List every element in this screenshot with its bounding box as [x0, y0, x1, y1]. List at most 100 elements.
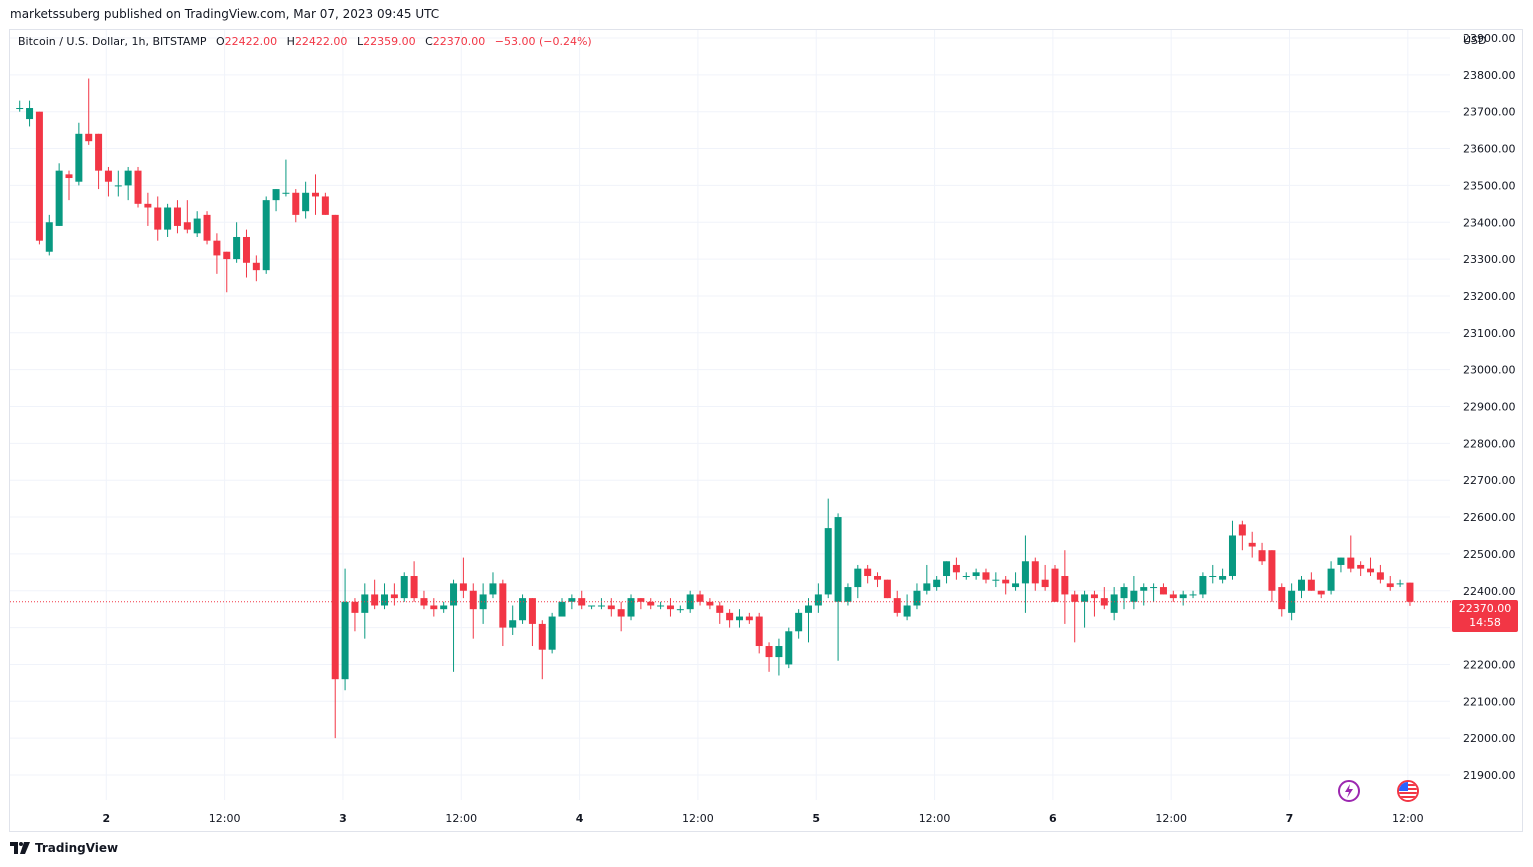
chart-frame[interactable]	[9, 29, 1523, 832]
candle-body	[578, 598, 586, 606]
candle-body	[1228, 535, 1236, 577]
candle-body	[292, 192, 300, 215]
candle-body	[75, 133, 83, 182]
candle-body	[647, 601, 655, 606]
candle-body	[992, 579, 1000, 581]
candle-body	[400, 576, 408, 599]
candle-body	[450, 583, 458, 606]
price-tick-label: 23400.00	[1463, 216, 1516, 229]
candle-body	[509, 620, 517, 628]
candle-body	[16, 108, 24, 110]
price-tick-label: 23100.00	[1463, 327, 1516, 340]
time-tick-label: 12:00	[1392, 812, 1424, 825]
us-flag-icon[interactable]	[1397, 780, 1419, 802]
candle-body	[1061, 576, 1069, 595]
candle-body	[410, 576, 418, 599]
candle-body	[1357, 564, 1365, 569]
price-tick-label: 23500.00	[1463, 179, 1516, 192]
candle-body	[1307, 579, 1315, 591]
candle-body	[568, 598, 576, 602]
candle-body	[469, 590, 477, 610]
candle-body	[1278, 587, 1286, 610]
candle-body	[775, 646, 783, 658]
time-tick-label: 12:00	[682, 812, 714, 825]
price-tick-label: 23300.00	[1463, 253, 1516, 266]
candle-body	[893, 598, 901, 613]
candle-body	[627, 598, 635, 617]
candle-body	[765, 646, 773, 658]
candle-body	[390, 594, 398, 599]
time-axis: 2 12:00 3 12:00 4 12:00 5 12:00 6 12:00 7 12:00	[102, 812, 1423, 825]
candle-body	[440, 605, 448, 610]
candle-body	[1367, 568, 1375, 573]
lightning-icon[interactable]	[1338, 780, 1360, 802]
high-value: 22422.00	[294, 35, 348, 48]
candle-body	[1317, 590, 1325, 595]
symbol-label: Bitcoin / U.S. Dollar, 1h, BITSTAMP	[18, 35, 207, 48]
bar-countdown: 14:58	[1469, 616, 1501, 629]
candle-body	[351, 601, 359, 613]
candle-body	[321, 196, 329, 215]
time-tick-label: 12:00	[209, 812, 241, 825]
candle-body	[1396, 583, 1404, 585]
candle-body	[1100, 598, 1108, 606]
candle-body	[666, 605, 674, 610]
candle-body	[381, 594, 389, 606]
candle-body	[1238, 524, 1246, 536]
candle-body	[923, 583, 931, 591]
candle-body	[1298, 579, 1305, 591]
grid-lines	[10, 30, 1450, 800]
candle-body	[1179, 594, 1187, 599]
candle-body	[282, 192, 290, 194]
time-tick-label: 6	[1049, 812, 1057, 825]
price-tick-label: 22800.00	[1463, 437, 1516, 450]
last-price-tag: 22370.00 14:58	[1452, 600, 1518, 632]
candle-body	[538, 623, 546, 650]
candle-body	[558, 601, 566, 617]
candle-body	[134, 170, 142, 204]
candle-body	[223, 251, 231, 260]
candle-body	[972, 572, 980, 577]
price-tick-label: 22100.00	[1463, 695, 1516, 708]
candle-body	[272, 189, 280, 201]
candle-body	[371, 594, 379, 606]
tradingview-brand: TradingView	[35, 841, 119, 855]
price-tick-label: 22700.00	[1463, 474, 1516, 487]
price-tick-label: 22900.00	[1463, 401, 1516, 414]
tradingview-footer[interactable]: TradingView	[10, 841, 118, 855]
candle-body	[499, 583, 507, 628]
candle-body	[1209, 576, 1217, 578]
high-label: H	[286, 35, 295, 48]
time-tick-label: 12:00	[919, 812, 951, 825]
time-tick-label: 3	[339, 812, 347, 825]
candle-body	[1258, 550, 1266, 562]
candle-body	[1248, 542, 1256, 547]
candle-body	[144, 203, 152, 208]
candle-body	[952, 564, 960, 573]
candle-body	[1386, 583, 1394, 588]
price-axis: 21900.0022000.0022100.0022200.0022300.00…	[1463, 32, 1516, 782]
candle-body	[35, 111, 43, 241]
candle-body	[528, 598, 536, 624]
candle-body	[864, 568, 872, 577]
candle-body	[548, 616, 556, 650]
candles	[16, 78, 1414, 739]
candle-body	[164, 207, 172, 230]
candle-body	[874, 576, 882, 580]
candle-body	[1189, 594, 1197, 596]
candle-body	[617, 609, 625, 617]
candle-body	[65, 174, 73, 179]
time-tick-label: 7	[1286, 812, 1294, 825]
price-tick-label: 23900.00	[1463, 32, 1516, 45]
candle-body	[588, 605, 596, 607]
time-tick-label: 5	[812, 812, 820, 825]
candle-body	[430, 605, 438, 610]
candle-body	[814, 594, 822, 606]
candle-body	[1159, 587, 1167, 595]
candle-body	[114, 185, 122, 187]
candle-body	[233, 236, 241, 260]
candle-body	[262, 200, 270, 271]
candle-body	[745, 616, 753, 621]
price-tick-label: 23600.00	[1463, 143, 1516, 156]
